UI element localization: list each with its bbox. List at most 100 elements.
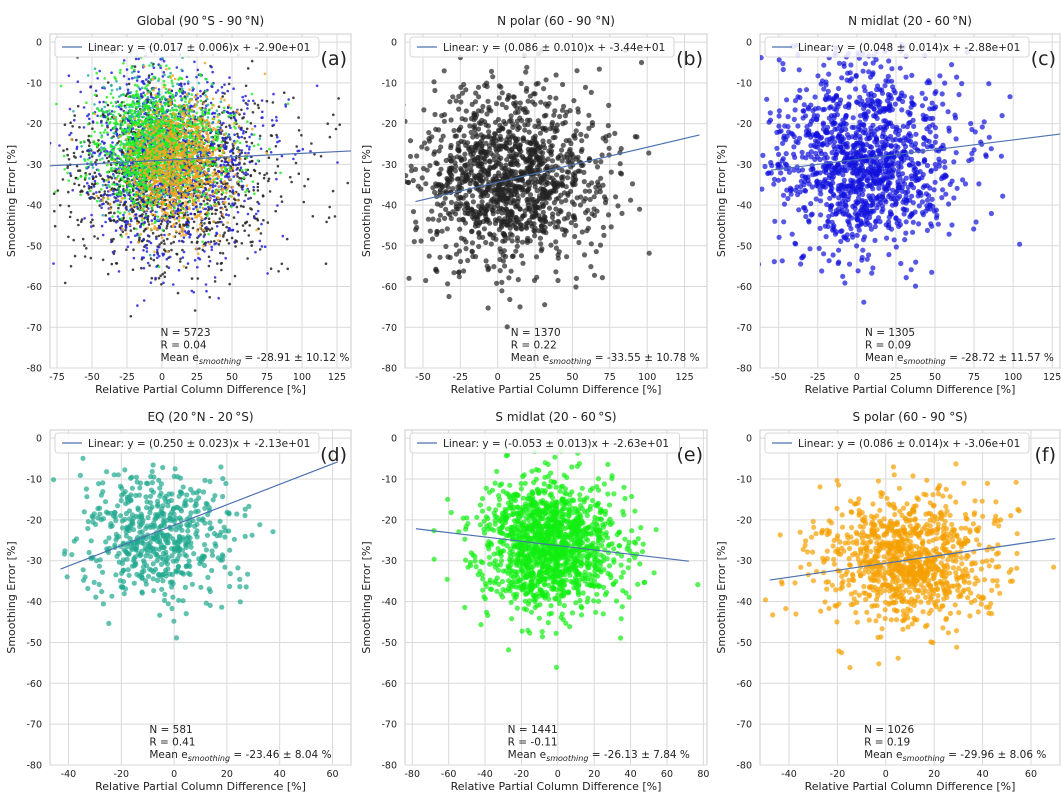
- data-point: [66, 166, 69, 170]
- data-point: [184, 209, 188, 212]
- data-point: [142, 190, 145, 194]
- data-point: [245, 127, 249, 131]
- data-point: [256, 209, 260, 213]
- data-point: [232, 122, 236, 125]
- data-point: [163, 248, 166, 251]
- data-point: [63, 281, 67, 285]
- data-point: [94, 89, 98, 93]
- data-point: [151, 104, 155, 107]
- data-point: [255, 217, 259, 221]
- data-point: [125, 187, 129, 191]
- data-point: [103, 190, 107, 193]
- data-point: [211, 185, 215, 189]
- data-point: [170, 115, 174, 119]
- data-point: [165, 220, 169, 224]
- data-point: [205, 97, 209, 101]
- data-point: [95, 191, 98, 194]
- data-point: [95, 158, 98, 162]
- data-point: [190, 93, 194, 96]
- data-point: [80, 145, 83, 148]
- data-point: [223, 231, 226, 234]
- data-point: [155, 265, 158, 268]
- data-point: [189, 233, 192, 236]
- data-point: [246, 120, 249, 123]
- data-point: [89, 195, 93, 199]
- data-point: [117, 147, 120, 151]
- data-point: [158, 182, 161, 185]
- data-point: [131, 201, 135, 205]
- data-point: [154, 116, 157, 120]
- data-point: [160, 129, 163, 133]
- data-point: [96, 77, 99, 80]
- data-point: [218, 154, 221, 157]
- data-point: [219, 100, 223, 103]
- data-point: [201, 136, 204, 140]
- data-point: [261, 124, 265, 127]
- data-point: [199, 89, 202, 93]
- data-point: [180, 77, 184, 80]
- data-point: [220, 123, 223, 127]
- data-point: [127, 210, 131, 213]
- data-point: [237, 193, 240, 197]
- data-point: [275, 119, 278, 122]
- data-point: [156, 248, 159, 252]
- data-point: [116, 193, 120, 196]
- data-point: [101, 140, 104, 143]
- data-point: [269, 267, 273, 271]
- data-point: [267, 156, 271, 159]
- data-point: [161, 75, 165, 78]
- data-point: [136, 142, 139, 145]
- data-point: [124, 220, 127, 224]
- data-point: [149, 281, 153, 285]
- data-point: [188, 136, 192, 139]
- data-point: [160, 236, 164, 239]
- data-point: [204, 283, 208, 286]
- data-point: [133, 153, 137, 157]
- data-point: [229, 228, 232, 232]
- data-point: [179, 203, 183, 206]
- data-point: [143, 220, 146, 224]
- data-point: [223, 92, 226, 95]
- data-point: [201, 240, 204, 244]
- data-point: [171, 84, 175, 88]
- data-point: [135, 173, 139, 176]
- data-point: [88, 117, 91, 121]
- data-point: [113, 110, 116, 114]
- data-point: [214, 180, 217, 184]
- data-point: [152, 258, 156, 262]
- data-point: [142, 229, 146, 233]
- data-point: [83, 255, 87, 258]
- data-point: [279, 171, 282, 175]
- data-point: [169, 112, 172, 116]
- data-point: [205, 229, 208, 233]
- data-point: [119, 143, 122, 147]
- data-point: [274, 171, 277, 175]
- data-point: [206, 164, 209, 167]
- data-point: [276, 164, 280, 168]
- data-point: [169, 126, 173, 129]
- data-point: [133, 76, 136, 79]
- data-point: [216, 89, 220, 92]
- data-point: [156, 114, 160, 118]
- data-point: [280, 200, 284, 203]
- data-point: [216, 262, 219, 265]
- data-point: [114, 229, 118, 232]
- data-point: [251, 240, 254, 244]
- data-point: [192, 207, 195, 211]
- data-point: [62, 154, 66, 158]
- data-point: [220, 140, 224, 144]
- data-point: [144, 214, 148, 217]
- data-point: [144, 111, 148, 115]
- data-point: [162, 239, 166, 242]
- data-point: [203, 233, 206, 236]
- data-point: [155, 199, 158, 202]
- data-point: [87, 134, 91, 138]
- data-point: [203, 141, 207, 145]
- data-point: [103, 105, 106, 109]
- data-point: [135, 227, 138, 231]
- data-point: [213, 240, 216, 243]
- data-point: [133, 164, 136, 168]
- data-point: [79, 193, 82, 197]
- data-point: [143, 104, 147, 108]
- data-point: [214, 221, 218, 225]
